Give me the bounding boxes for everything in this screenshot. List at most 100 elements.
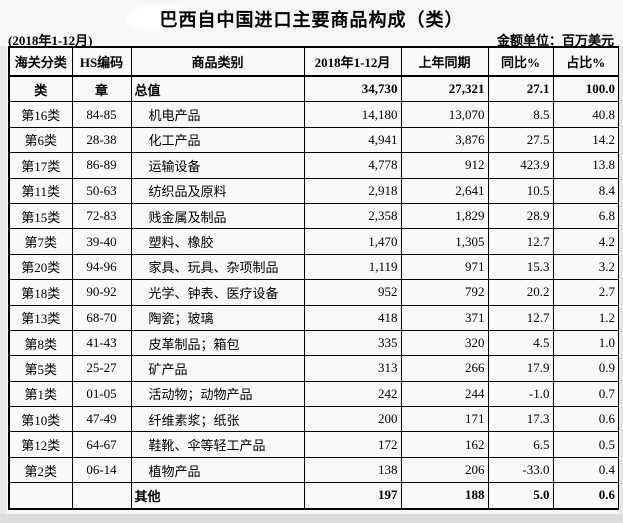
cell-hs-code (71, 482, 132, 510)
cell-previous-value: 792 (400, 279, 489, 306)
cell-customs-class: 第16类 (8, 101, 73, 128)
cell-hs-code: 41-43 (71, 329, 132, 357)
unit-note: 金额单位：百万美元 (496, 33, 614, 48)
column-header-yoy: 同比% (487, 46, 554, 77)
scan-artifact (126, 4, 190, 31)
scan-margin-right (619, 46, 623, 514)
cell-customs-class: 第12类 (8, 431, 73, 458)
table-header-row: 海关分类 HS编码 商品类别 2018年1-12月 上年同期 同比% 占比% (8, 46, 620, 77)
cell-customs-class: 类 (8, 75, 73, 103)
cell-yoy: -1.0 (487, 380, 554, 408)
cell-share: 3.2 (552, 253, 620, 281)
cell-commodity-name: 鞋靴、伞等轻工产品 (130, 431, 305, 458)
cell-customs-class: 第8类 (8, 329, 73, 357)
cell-commodity-name: 光学、钟表、医疗设备 (130, 279, 305, 306)
cell-yoy: 10.5 (487, 177, 554, 204)
cell-current-value: 2,358 (303, 202, 402, 230)
cell-previous-value: 188 (400, 482, 489, 510)
cell-yoy: 4.5 (487, 329, 554, 357)
cell-yoy: 28.9 (487, 202, 554, 230)
cell-hs-code: 94-96 (71, 253, 132, 281)
table-row: 类章总值 34,730 27,321 27.1 100.0 (8, 75, 620, 103)
cell-hs-code: 90-92 (71, 279, 132, 306)
cell-hs-code: 28-38 (71, 126, 132, 154)
cell-yoy: 15.3 (487, 253, 554, 281)
cell-current-value: 172 (303, 431, 402, 458)
cell-current-value: 313 (303, 355, 402, 382)
cell-customs-class (8, 482, 73, 510)
cell-current-value: 4,778 (303, 152, 402, 179)
cell-previous-value: 1,305 (400, 228, 489, 255)
cell-previous-value: 162 (400, 431, 489, 458)
cell-share: 100.0 (552, 75, 620, 103)
table-row: 第1类 01-05 活动物；动物产品 242 244 -1.0 0.7 (8, 380, 620, 408)
cell-previous-value: 2,641 (400, 177, 489, 204)
cell-commodity-name: 矿产品 (130, 355, 305, 382)
cell-share: 0.7 (552, 380, 620, 408)
cell-yoy: 27.5 (487, 126, 554, 154)
cell-yoy: 12.7 (487, 228, 554, 255)
commodity-table: 海关分类 HS编码 商品类别 2018年1-12月 上年同期 同比% 占比% 类… (8, 46, 620, 510)
cell-customs-class: 第6类 (8, 126, 73, 154)
cell-previous-value: 171 (400, 406, 489, 433)
cell-hs-code: 01-05 (71, 380, 132, 408)
cell-commodity-name: 活动物；动物产品 (130, 380, 305, 408)
table-row: 第2类 06-14 植物产品 138 206 -33.0 0.4 (8, 456, 620, 484)
page-title: 巴西自中国进口主要商品构成（类） (159, 10, 464, 30)
cell-previous-value: 266 (400, 355, 489, 382)
cell-previous-value: 244 (400, 380, 489, 408)
cell-commodity-name: 纺织品及原料 (130, 177, 305, 204)
cell-current-value: 34,730 (303, 75, 402, 103)
cell-previous-value: 27,321 (400, 75, 489, 103)
cell-current-value: 4,941 (303, 126, 402, 154)
cell-hs-code: 47-49 (71, 406, 132, 433)
cell-share: 0.6 (552, 406, 620, 433)
cell-previous-value: 3,876 (400, 126, 489, 154)
cell-customs-class: 第18类 (8, 279, 73, 306)
cell-current-value: 200 (303, 406, 402, 433)
cell-previous-value: 206 (400, 456, 489, 484)
cell-yoy: 27.1 (487, 75, 554, 103)
cell-customs-class: 第7类 (8, 228, 73, 255)
cell-commodity-name: 化工产品 (130, 126, 305, 154)
cell-hs-code: 章 (71, 75, 132, 103)
cell-customs-class: 第11类 (8, 177, 73, 204)
cell-yoy: 17.9 (487, 355, 554, 382)
cell-customs-class: 第20类 (8, 253, 73, 281)
cell-commodity-name: 总值 (130, 75, 305, 103)
column-header-hs-code: HS编码 (71, 46, 132, 77)
period-label: (2018年1-12月) (8, 33, 93, 48)
cell-commodity-name: 陶瓷；玻璃 (130, 304, 305, 331)
table-row: 第17类 86-89 运输设备 4,778 912 423.9 13.8 (8, 152, 620, 179)
table-row: 第15类 72-83 贱金属及制品 2,358 1,829 28.9 6.8 (8, 202, 620, 230)
cell-current-value: 952 (303, 279, 402, 306)
cell-yoy: 12.7 (487, 304, 554, 331)
cell-commodity-name: 机电产品 (130, 101, 305, 128)
cell-share: 0.9 (552, 355, 620, 382)
cell-current-value: 1,119 (303, 253, 402, 281)
table-row: 第11类 50-63 纺织品及原料 2,918 2,641 10.5 8.4 (8, 177, 620, 204)
cell-current-value: 242 (303, 380, 402, 408)
column-header-previous-period: 上年同期 (400, 46, 489, 77)
cell-hs-code: 25-27 (71, 355, 132, 382)
cell-current-value: 335 (303, 329, 402, 357)
cell-commodity-name: 植物产品 (130, 456, 305, 484)
cell-previous-value: 320 (400, 329, 489, 357)
table-row: 第5类 25-27 矿产品 313 266 17.9 0.9 (8, 355, 620, 382)
cell-share: 4.2 (552, 228, 620, 255)
scan-margin-bottom (0, 514, 623, 523)
cell-hs-code: 84-85 (71, 101, 132, 128)
cell-share: 13.8 (552, 152, 620, 179)
cell-yoy: 17.3 (487, 406, 554, 433)
cell-current-value: 2,918 (303, 177, 402, 204)
cell-share: 8.4 (552, 177, 620, 204)
cell-share: 0.5 (552, 431, 620, 458)
cell-yoy: 5.0 (487, 482, 554, 510)
cell-commodity-name: 运输设备 (130, 152, 305, 179)
cell-current-value: 138 (303, 456, 402, 484)
column-header-current-period: 2018年1-12月 (303, 46, 402, 77)
table-row: 其他 197 188 5.0 0.6 (8, 482, 620, 510)
cell-share: 14.2 (552, 126, 620, 154)
cell-hs-code: 39-40 (71, 228, 132, 255)
cell-commodity-name: 贱金属及制品 (130, 202, 305, 230)
